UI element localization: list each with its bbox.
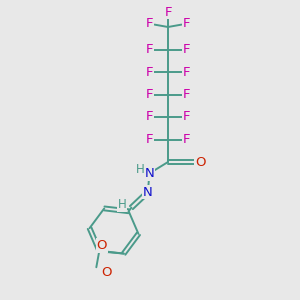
Text: F: F — [183, 133, 190, 146]
Text: O: O — [195, 155, 205, 169]
Text: F: F — [183, 110, 190, 124]
Text: N: N — [143, 185, 153, 199]
Text: O: O — [97, 239, 107, 252]
Text: F: F — [146, 110, 153, 124]
Text: H: H — [135, 163, 144, 176]
Text: H: H — [118, 198, 127, 211]
Text: F: F — [146, 65, 153, 79]
Text: F: F — [146, 43, 153, 56]
Text: F: F — [183, 65, 190, 79]
Text: F: F — [146, 88, 153, 101]
Text: F: F — [164, 5, 172, 19]
Text: N: N — [145, 167, 154, 180]
Text: F: F — [183, 88, 190, 101]
Text: O: O — [102, 266, 112, 279]
Text: F: F — [146, 17, 153, 30]
Text: F: F — [183, 43, 190, 56]
Text: F: F — [183, 17, 190, 30]
Text: F: F — [146, 133, 153, 146]
